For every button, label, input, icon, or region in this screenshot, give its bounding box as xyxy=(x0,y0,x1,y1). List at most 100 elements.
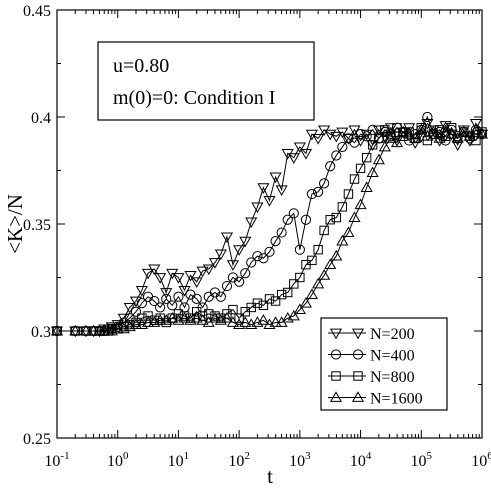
data-point xyxy=(257,314,270,325)
data-point xyxy=(196,266,209,278)
data-point xyxy=(300,214,312,225)
data-point xyxy=(50,324,64,336)
data-point xyxy=(245,217,258,229)
y-tick-label: 0.4 xyxy=(31,110,51,127)
data-point xyxy=(319,178,330,189)
data-point xyxy=(269,316,282,327)
data-point xyxy=(439,121,452,133)
data-point xyxy=(258,253,269,264)
data-point xyxy=(269,172,282,184)
legend-marker xyxy=(351,391,365,402)
data-point xyxy=(361,152,372,163)
data-point xyxy=(240,268,251,279)
data-point xyxy=(416,123,426,133)
data-point xyxy=(276,227,287,238)
data-point xyxy=(149,295,160,307)
data-point xyxy=(404,127,414,137)
data-point xyxy=(469,119,482,130)
data-point xyxy=(210,311,220,321)
x-axis-label: t xyxy=(267,464,273,488)
data-point xyxy=(141,316,155,327)
data-point xyxy=(288,208,299,219)
data-point xyxy=(263,196,276,207)
legend-marker xyxy=(331,371,341,381)
data-point xyxy=(125,319,135,330)
data-point xyxy=(367,124,378,135)
x-tick-exponent: 0 xyxy=(123,450,129,462)
data-point xyxy=(257,183,270,194)
data-point xyxy=(427,125,440,137)
data-point xyxy=(130,306,142,317)
series-layer xyxy=(50,111,489,338)
legend-label: N=1600 xyxy=(370,391,423,408)
data-point xyxy=(378,140,391,152)
data-point xyxy=(367,140,378,150)
data-point xyxy=(154,314,167,325)
data-point xyxy=(289,279,299,289)
data-point xyxy=(166,311,179,323)
data-point xyxy=(246,257,257,268)
x-tick-exponent: -1 xyxy=(60,450,69,462)
data-point xyxy=(337,202,348,212)
data-point xyxy=(202,264,215,276)
data-point xyxy=(184,270,197,282)
data-point xyxy=(214,249,227,261)
data-point xyxy=(336,234,349,246)
data-point xyxy=(111,322,124,334)
data-point xyxy=(451,132,464,143)
data-point xyxy=(264,294,275,304)
data-point xyxy=(403,127,416,139)
data-point xyxy=(360,129,373,141)
y-tick-label: 0.3 xyxy=(31,324,51,341)
data-point xyxy=(306,188,318,200)
legend-marker xyxy=(330,349,342,360)
x-tick-exponent: 1 xyxy=(184,450,190,462)
y-tick-label: 0.35 xyxy=(23,217,51,234)
data-point xyxy=(161,293,172,304)
data-point xyxy=(275,185,288,196)
data-point xyxy=(313,244,323,255)
data-point xyxy=(185,313,196,323)
data-point xyxy=(312,277,325,289)
data-point xyxy=(287,153,300,164)
data-point xyxy=(87,324,100,336)
legend-marker xyxy=(329,391,343,402)
x-tick-label: 10-1 xyxy=(44,450,69,470)
x-tick-label: 106 xyxy=(471,450,491,470)
legend-marker xyxy=(352,349,364,360)
data-point xyxy=(258,300,269,311)
tick-marks xyxy=(56,9,483,439)
y-tick-label: 0.25 xyxy=(23,431,51,448)
data-point xyxy=(349,174,360,184)
legend-item: N=1600 xyxy=(328,391,423,408)
annotation-line-2: m(0)=0: Condition I xyxy=(113,87,275,109)
data-point xyxy=(234,313,244,323)
tick-labels: 10-1 100 101 102 103 104 105 1060.250.30.350.40… xyxy=(23,3,491,470)
data-point xyxy=(220,311,234,323)
data-point xyxy=(374,133,384,144)
data-point xyxy=(208,311,222,323)
legend-item: N=200 xyxy=(328,326,415,343)
data-point xyxy=(129,318,143,329)
data-point xyxy=(313,186,324,197)
data-point xyxy=(312,134,325,145)
data-point xyxy=(208,258,222,269)
data-point xyxy=(318,269,331,280)
data-point xyxy=(319,225,329,236)
x-tick-label: 104 xyxy=(350,450,372,470)
data-point xyxy=(392,123,402,133)
data-point xyxy=(270,296,281,306)
data-point xyxy=(355,129,366,140)
data-point xyxy=(79,324,93,336)
data-point xyxy=(295,272,305,283)
data-point xyxy=(179,311,190,321)
data-point xyxy=(325,215,335,225)
data-point xyxy=(446,123,457,133)
data-point xyxy=(69,324,82,336)
data-point xyxy=(221,280,233,292)
data-point xyxy=(137,313,147,323)
data-point xyxy=(348,211,361,222)
x-tick-label: 103 xyxy=(289,450,311,470)
data-point xyxy=(155,302,166,313)
